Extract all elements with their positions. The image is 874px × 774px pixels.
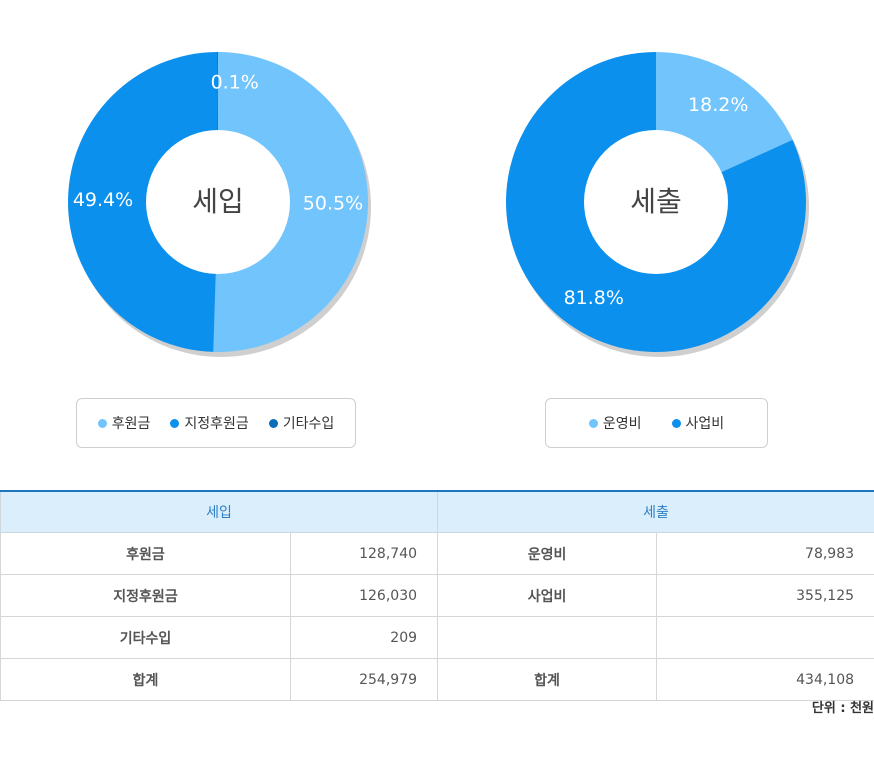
- legend-label: 후원금: [111, 416, 151, 432]
- legend-item-operating-cost: 운영비: [588, 413, 642, 433]
- legend-item-designated-donation: 지정후원금: [170, 413, 249, 433]
- expense-chart: 18.2% 81.8% 세출: [437, 0, 874, 380]
- expense-total-label: 합계: [437, 658, 658, 701]
- expense-legend: 운영비 사업비: [545, 398, 768, 448]
- legend-dot-icon: [97, 418, 107, 428]
- legend-dot-icon: [671, 418, 681, 428]
- income-total-value: 254,979: [289, 658, 439, 701]
- legend-label: 사업비: [685, 416, 725, 432]
- unit-note: 단위 : 천원: [811, 701, 874, 716]
- income-label: 기타수입: [0, 616, 291, 659]
- income-donut-chart: 50.5% 49.4% 0.1% 세입: [67, 52, 371, 357]
- legend-item-donation: 후원금: [97, 413, 151, 433]
- slice-label: 18.2%: [688, 94, 748, 116]
- donut-center-label: 세출: [630, 185, 682, 218]
- legend-item-other-income: 기타수입: [268, 413, 335, 433]
- legend-dot-icon: [170, 418, 180, 428]
- donut-center-label: 세입: [192, 185, 244, 218]
- table-row: 후원금 128,740 운영비 78,983: [0, 532, 874, 575]
- expense-value: 78,983: [656, 532, 874, 575]
- legend-label: 운영비: [602, 416, 642, 432]
- legend-dot-icon: [588, 418, 598, 428]
- income-value: 128,740: [289, 532, 439, 575]
- expense-total-value: 434,108: [656, 658, 874, 701]
- table-header-row: 세입 세출: [0, 490, 874, 533]
- donut-hole: [146, 130, 290, 274]
- expense-label: [437, 616, 658, 659]
- expense-label: 운영비: [437, 532, 658, 575]
- donut-slice: [217, 52, 218, 202]
- income-total-label: 합계: [0, 658, 291, 701]
- expense-value: 355,125: [656, 574, 874, 617]
- budget-table: 세입 세출 후원금 128,740 운영비 78,983 지정후원금 126,0…: [0, 490, 874, 701]
- income-header: 세입: [0, 490, 439, 533]
- slice-label: 49.4%: [73, 189, 133, 211]
- income-chart: 50.5% 49.4% 0.1% 세입: [0, 0, 437, 380]
- legend-item-project-cost: 사업비: [671, 413, 725, 433]
- income-value: 126,030: [289, 574, 439, 617]
- income-value: 209: [289, 616, 439, 659]
- expense-donut-chart: 18.2% 81.8% 세출: [506, 51, 809, 357]
- donut-slice: [67, 52, 219, 352]
- income-label: 후원금: [0, 532, 291, 575]
- expense-header: 세출: [437, 490, 874, 533]
- income-legend: 후원금 지정후원금 기타수입: [76, 398, 356, 448]
- donut-slice: [213, 52, 368, 352]
- table-row: 지정후원금 126,030 사업비 355,125: [0, 574, 874, 617]
- legend-label: 지정후원금: [184, 416, 249, 432]
- income-label: 지정후원금: [0, 574, 291, 617]
- expense-label: 사업비: [437, 574, 658, 617]
- donut-hole: [584, 130, 728, 274]
- table-row-total: 합계 254,979 합계 434,108: [0, 658, 874, 701]
- expense-value: [656, 616, 874, 659]
- legend-label: 기타수입: [282, 416, 335, 432]
- slice-label: 81.8%: [564, 287, 624, 309]
- legend-dot-icon: [268, 418, 278, 428]
- table-row: 기타수입 209: [0, 616, 874, 659]
- slice-label: 0.1%: [211, 72, 259, 94]
- slice-label: 50.5%: [303, 192, 363, 214]
